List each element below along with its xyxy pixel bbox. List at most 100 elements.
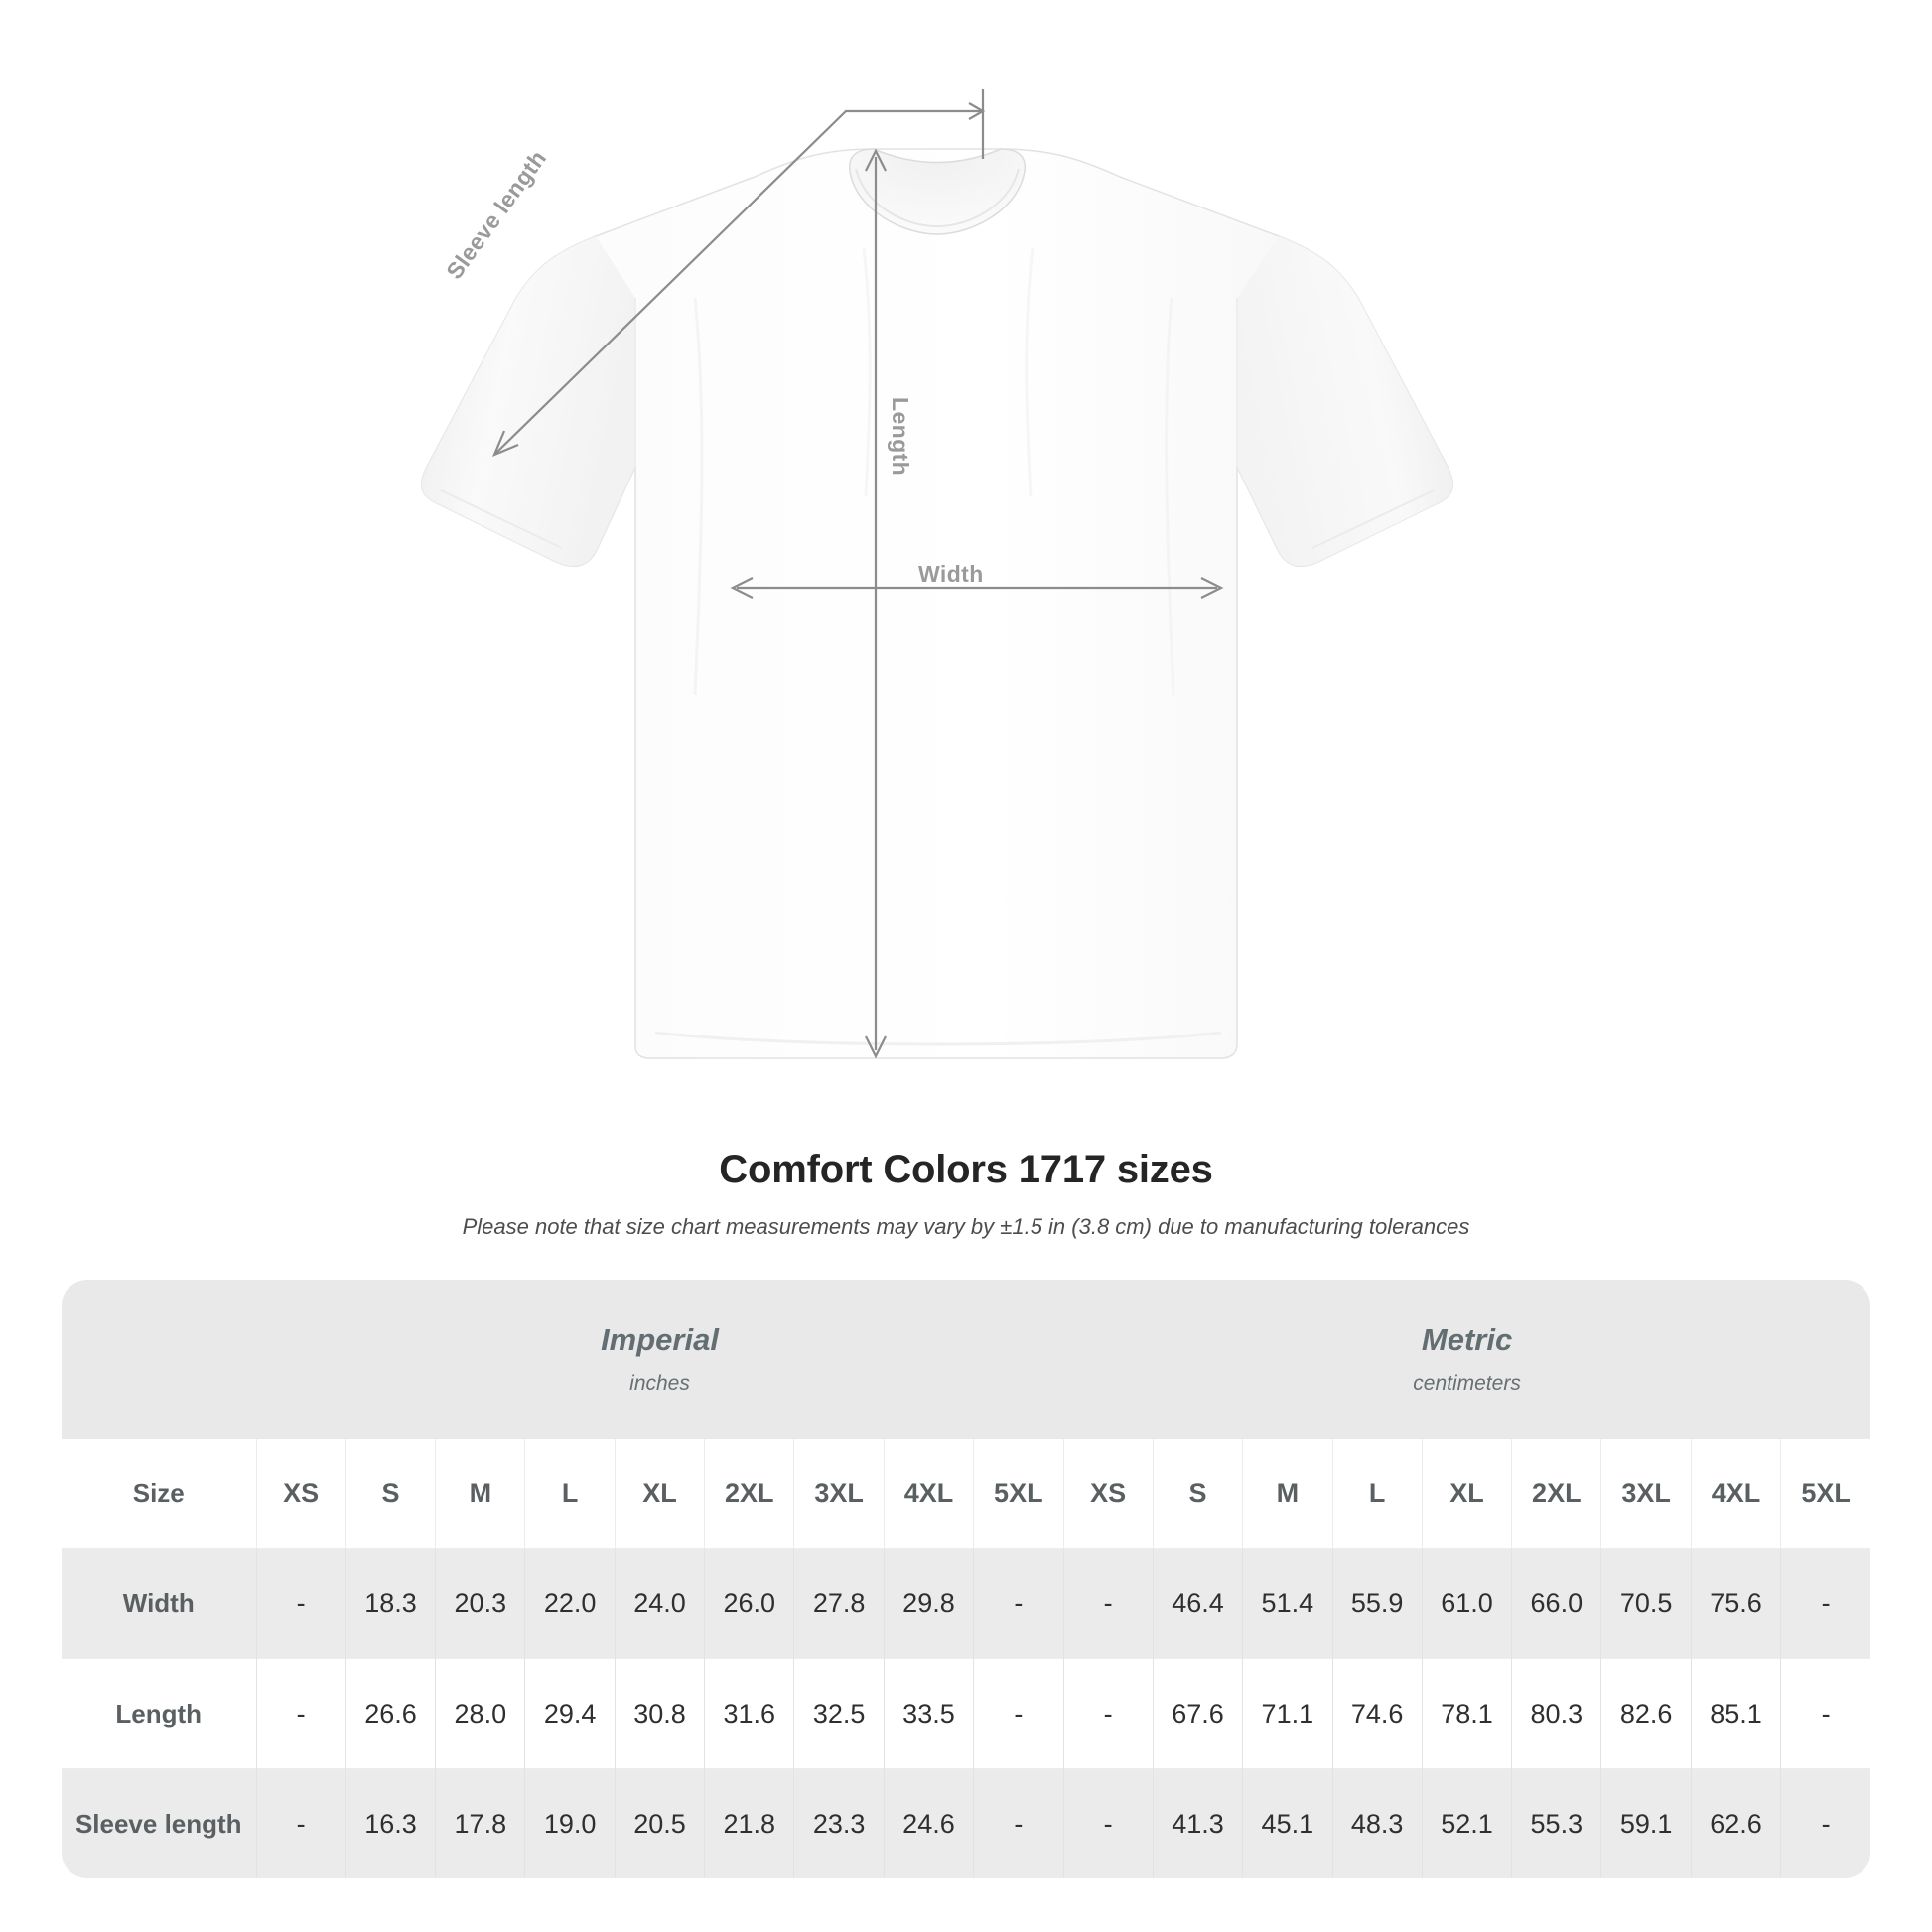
cell-width-imperial-3xl: 27.8 (793, 1548, 885, 1659)
unit-group-metric: Metric centimeters (1063, 1280, 1870, 1439)
cell-width-metric-2xl: 66.0 (1511, 1548, 1601, 1659)
size-chart-table: Imperial inches Metric centimeters Size … (62, 1280, 1870, 1878)
size-col-imperial-xl: XL (614, 1439, 705, 1549)
cell-width-imperial-2xl: 26.0 (704, 1548, 794, 1659)
unit-group-imperial: Imperial inches (256, 1280, 1064, 1439)
cell-sleeve-metric-5xl: - (1780, 1768, 1870, 1878)
row-label-sleeve-length: Sleeve length (62, 1768, 256, 1878)
cell-length-metric-4xl: 85.1 (1690, 1658, 1781, 1769)
cell-length-imperial-s: 26.6 (345, 1658, 436, 1769)
cell-length-imperial-xs: - (255, 1658, 346, 1769)
cell-sleeve-imperial-5xl: - (973, 1768, 1064, 1878)
cell-sleeve-metric-4xl: 62.6 (1690, 1768, 1781, 1878)
cell-sleeve-metric-l: 48.3 (1331, 1768, 1423, 1878)
size-col-metric-l: L (1331, 1439, 1423, 1549)
unit-group-imperial-units: inches (629, 1372, 690, 1395)
cell-width-imperial-xs: - (255, 1548, 346, 1659)
width-label: Width (918, 561, 984, 587)
page-title: Comfort Colors 1717 sizes (719, 1148, 1213, 1191)
size-col-metric-xs: XS (1062, 1439, 1154, 1549)
measurement-guides (491, 89, 1224, 1059)
cell-width-metric-l: 55.9 (1331, 1548, 1423, 1659)
size-col-imperial-2xl: 2XL (704, 1439, 794, 1549)
cell-sleeve-imperial-3xl: 23.3 (793, 1768, 885, 1878)
cell-sleeve-imperial-l: 19.0 (524, 1768, 616, 1878)
cell-width-metric-3xl: 70.5 (1600, 1548, 1692, 1659)
size-col-imperial-s: S (345, 1439, 436, 1549)
size-col-metric-5xl: 5XL (1780, 1439, 1870, 1549)
shirt-shape (420, 148, 1454, 1059)
size-col-metric-2xl: 2XL (1511, 1439, 1601, 1549)
cell-length-metric-5xl: - (1780, 1658, 1870, 1769)
cell-length-imperial-2xl: 31.6 (704, 1658, 794, 1769)
unit-group-metric-units: centimeters (1413, 1372, 1521, 1395)
cell-width-metric-xs: - (1062, 1548, 1154, 1659)
cell-sleeve-metric-2xl: 55.3 (1511, 1768, 1601, 1878)
title-block: Comfort Colors 1717 sizes Please note th… (0, 1148, 1932, 1240)
size-col-imperial-l: L (524, 1439, 616, 1549)
table-row: Width - 18.3 20.3 22.0 24.0 26.0 27.8 29… (62, 1548, 1870, 1659)
cell-width-imperial-4xl: 29.8 (883, 1548, 974, 1659)
size-col-imperial-5xl: 5XL (973, 1439, 1064, 1549)
size-col-metric-xl: XL (1421, 1439, 1512, 1549)
size-col-imperial-4xl: 4XL (883, 1439, 974, 1549)
cell-width-metric-m: 51.4 (1242, 1548, 1332, 1659)
unit-header-row: Imperial inches Metric centimeters (62, 1280, 1870, 1439)
cell-length-metric-xl: 78.1 (1421, 1658, 1512, 1769)
cell-sleeve-imperial-xs: - (255, 1768, 346, 1878)
cell-sleeve-imperial-2xl: 21.8 (704, 1768, 794, 1878)
row-label-width: Width (62, 1548, 256, 1659)
table-row: Sleeve length - 16.3 17.8 19.0 20.5 21.8… (62, 1768, 1870, 1878)
table-corner-cell (62, 1280, 256, 1439)
cell-sleeve-metric-m: 45.1 (1242, 1768, 1332, 1878)
size-col-imperial-m: M (435, 1439, 525, 1549)
unit-group-metric-name: Metric (1421, 1322, 1513, 1357)
cell-length-imperial-xl: 30.8 (614, 1658, 705, 1769)
cell-length-metric-3xl: 82.6 (1600, 1658, 1692, 1769)
cell-width-imperial-s: 18.3 (345, 1548, 436, 1659)
cell-width-imperial-m: 20.3 (435, 1548, 525, 1659)
cell-length-imperial-5xl: - (973, 1658, 1064, 1769)
cell-sleeve-imperial-s: 16.3 (345, 1768, 436, 1878)
row-label-length: Length (62, 1658, 256, 1769)
cell-width-metric-4xl: 75.6 (1690, 1548, 1781, 1659)
cell-sleeve-imperial-m: 17.8 (435, 1768, 525, 1878)
cell-length-imperial-4xl: 33.5 (883, 1658, 974, 1769)
cell-width-imperial-l: 22.0 (524, 1548, 616, 1659)
cell-length-imperial-m: 28.0 (435, 1658, 525, 1769)
cell-length-metric-2xl: 80.3 (1511, 1658, 1601, 1769)
length-label: Length (888, 397, 913, 477)
cell-width-metric-s: 46.4 (1152, 1548, 1243, 1659)
size-table: Imperial inches Metric centimeters Size … (62, 1280, 1870, 1878)
size-header-label: Size (62, 1439, 256, 1549)
cell-width-metric-5xl: - (1780, 1548, 1870, 1659)
cell-length-metric-m: 71.1 (1242, 1658, 1332, 1769)
width-guide (730, 577, 1224, 599)
cell-width-metric-xl: 61.0 (1421, 1548, 1512, 1659)
size-col-metric-3xl: 3XL (1600, 1439, 1692, 1549)
length-guide (865, 148, 887, 1059)
table-row: Length - 26.6 28.0 29.4 30.8 31.6 32.5 3… (62, 1658, 1870, 1769)
tshirt-diagram: Sleeve length Length Width (420, 89, 1454, 1059)
cell-sleeve-imperial-xl: 20.5 (614, 1768, 705, 1878)
tolerance-note: Please note that size chart measurements… (462, 1214, 1470, 1239)
size-col-imperial-3xl: 3XL (793, 1439, 885, 1549)
cell-sleeve-imperial-4xl: 24.6 (883, 1768, 974, 1878)
tshirt-illustration (420, 89, 1454, 1059)
cell-sleeve-metric-3xl: 59.1 (1600, 1768, 1692, 1878)
size-col-metric-s: S (1152, 1439, 1243, 1549)
size-col-imperial-xs: XS (255, 1439, 346, 1549)
size-col-metric-m: M (1242, 1439, 1332, 1549)
cell-length-metric-l: 74.6 (1331, 1658, 1423, 1769)
cell-width-imperial-xl: 24.0 (614, 1548, 705, 1659)
cell-length-metric-xs: - (1062, 1658, 1154, 1769)
cell-sleeve-metric-xs: - (1062, 1768, 1154, 1878)
size-col-metric-4xl: 4XL (1690, 1439, 1781, 1549)
cell-length-imperial-3xl: 32.5 (793, 1658, 885, 1769)
unit-group-imperial-name: Imperial (601, 1322, 719, 1357)
cell-length-imperial-l: 29.4 (524, 1658, 616, 1769)
size-header-row: Size XS S M L XL 2XL 3XL 4XL 5XL XS S M … (62, 1439, 1870, 1549)
cell-sleeve-metric-s: 41.3 (1152, 1768, 1243, 1878)
cell-width-imperial-5xl: - (973, 1548, 1064, 1659)
cell-sleeve-metric-xl: 52.1 (1421, 1768, 1512, 1878)
